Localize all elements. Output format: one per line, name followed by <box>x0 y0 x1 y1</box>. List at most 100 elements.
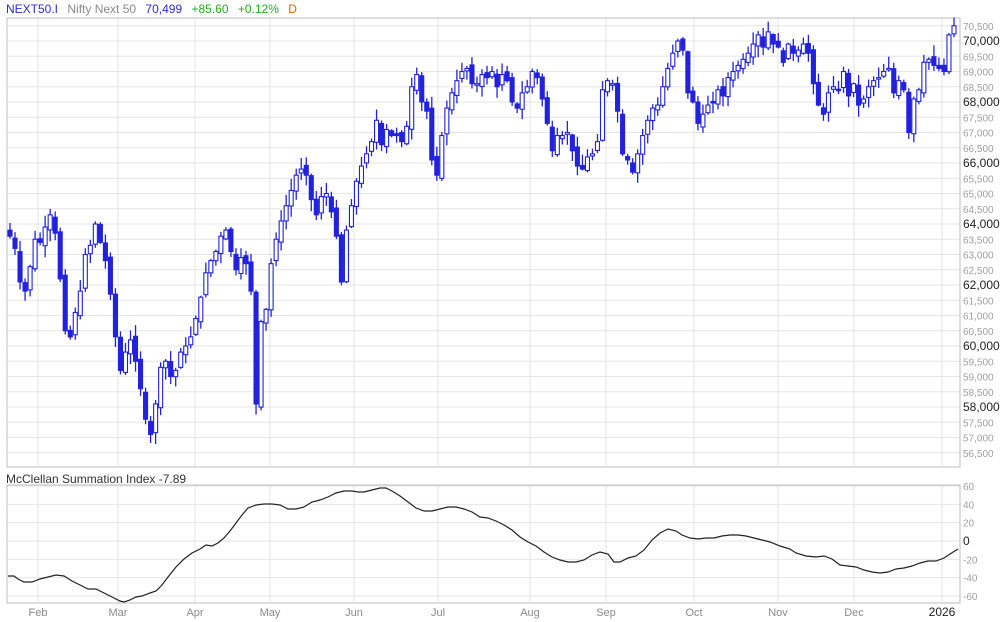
candle <box>419 72 425 112</box>
candle-body-down <box>815 81 821 106</box>
candle-body-up <box>655 104 661 111</box>
candle-body-up <box>730 70 736 81</box>
candle-body-down <box>544 97 550 124</box>
candle-body-up <box>916 89 922 102</box>
candle-body-up <box>444 107 450 135</box>
candle <box>213 249 219 266</box>
y-axis-label: 59,500 <box>963 357 994 368</box>
candle-body-down <box>680 38 686 51</box>
candle-body-up <box>263 308 269 324</box>
candle <box>333 199 339 240</box>
candle <box>805 34 811 62</box>
candle-body-up <box>348 205 354 228</box>
candle-body-up <box>82 253 88 289</box>
candle <box>32 230 38 272</box>
candle <box>52 211 58 241</box>
candle-body-down <box>394 133 400 137</box>
candle <box>153 399 159 445</box>
candle-body-up <box>755 34 761 47</box>
candle <box>715 85 721 110</box>
candle <box>183 337 189 364</box>
candle <box>384 123 390 154</box>
candle-body-down <box>775 40 781 48</box>
candle <box>358 156 365 188</box>
candle-body-up <box>459 70 465 79</box>
candle-body-up <box>343 229 349 283</box>
candle-body-up <box>208 260 214 274</box>
candle <box>599 81 606 142</box>
candle-body-up <box>599 89 606 141</box>
candle-body-up <box>283 205 289 222</box>
candle-body-up <box>564 131 570 135</box>
candle <box>143 387 149 425</box>
candle <box>158 362 164 416</box>
y-axis-label: 56,500 <box>963 449 994 460</box>
candle-body-up <box>911 98 917 135</box>
candle-body-up <box>830 86 837 90</box>
candle <box>178 348 184 369</box>
candle <box>936 57 942 72</box>
candle <box>911 96 917 143</box>
candle <box>856 75 862 117</box>
period-selector[interactable]: D <box>288 2 297 16</box>
candle <box>163 359 169 380</box>
candle <box>404 121 410 146</box>
candle <box>650 104 656 131</box>
candle-body-down <box>469 64 475 85</box>
candle <box>173 367 179 387</box>
candle <box>620 109 626 156</box>
candle-body-down <box>484 72 490 79</box>
instrument-name: Nifty Next 50 <box>67 2 137 16</box>
candle <box>896 75 902 100</box>
y-axis-label: 63,000 <box>963 251 994 262</box>
candle-body-down <box>569 134 575 152</box>
y-axis-label: 66,500 <box>963 144 994 155</box>
candle <box>138 351 144 396</box>
x-axis-label: 2026 <box>929 605 956 619</box>
candle-body-up <box>529 70 535 88</box>
candle-body-up <box>745 52 751 63</box>
y-axis-label: 69,000 <box>963 68 994 79</box>
candle-body-up <box>27 266 33 291</box>
candle-body-down <box>434 155 440 176</box>
candle-body-up <box>414 74 420 91</box>
candle-body-down <box>780 50 786 63</box>
candle <box>474 76 480 93</box>
candle <box>132 325 139 372</box>
candle <box>594 134 601 154</box>
candle <box>680 37 686 56</box>
candle <box>524 79 530 94</box>
candle <box>343 225 349 284</box>
candle <box>72 307 78 340</box>
candle-body-down <box>630 162 636 173</box>
candle-body-down <box>424 101 430 112</box>
candle-body-up <box>404 125 410 145</box>
price-frame <box>6 17 961 468</box>
x-axis-label: Jun <box>345 607 363 619</box>
candle <box>424 98 430 120</box>
candle <box>589 148 596 161</box>
candle <box>835 80 842 95</box>
candle-body-up <box>861 98 867 104</box>
candle-body-down <box>846 72 852 97</box>
candle-body-down <box>891 68 897 94</box>
candle-body-up <box>32 238 38 270</box>
candle <box>881 63 887 78</box>
candle <box>323 182 329 206</box>
candle <box>148 415 154 443</box>
candle-body-up <box>193 317 199 335</box>
candle <box>363 146 370 169</box>
candle-body-up <box>524 86 530 93</box>
candle <box>574 136 580 176</box>
candle-body-down <box>419 75 425 103</box>
candle-body-down <box>685 51 691 94</box>
candle-body-up <box>87 244 93 255</box>
candle <box>67 325 73 340</box>
symbol-label[interactable]: NEXT50.I <box>6 2 59 16</box>
candle-body-up <box>173 369 179 378</box>
y-axis-label: 65,000 <box>963 190 994 201</box>
candle <box>233 248 239 276</box>
candle <box>399 130 405 148</box>
y-axis-label: 68,500 <box>963 83 994 94</box>
